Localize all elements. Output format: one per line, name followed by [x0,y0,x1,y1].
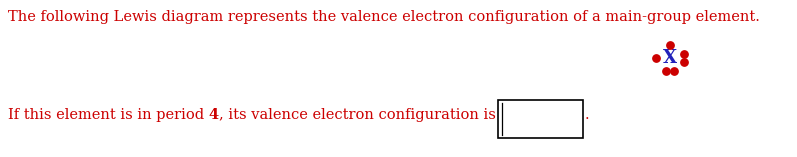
Point [677,61,690,63]
Text: X: X [663,49,677,67]
Point [660,70,673,72]
Text: , its valence electron configuration is: , its valence electron configuration is [219,108,496,122]
Point [650,57,662,59]
Text: If this element is in period: If this element is in period [8,108,209,122]
Point [677,53,690,55]
Bar [498,100,583,138]
Point [664,44,677,46]
Text: 4: 4 [209,108,219,122]
Text: .: . [585,108,589,122]
Point [668,70,681,72]
Text: , its valence electron configuration is: , its valence electron configuration is [219,108,496,122]
Text: The following Lewis diagram represents the valence electron configuration of a m: The following Lewis diagram represents t… [8,10,760,24]
